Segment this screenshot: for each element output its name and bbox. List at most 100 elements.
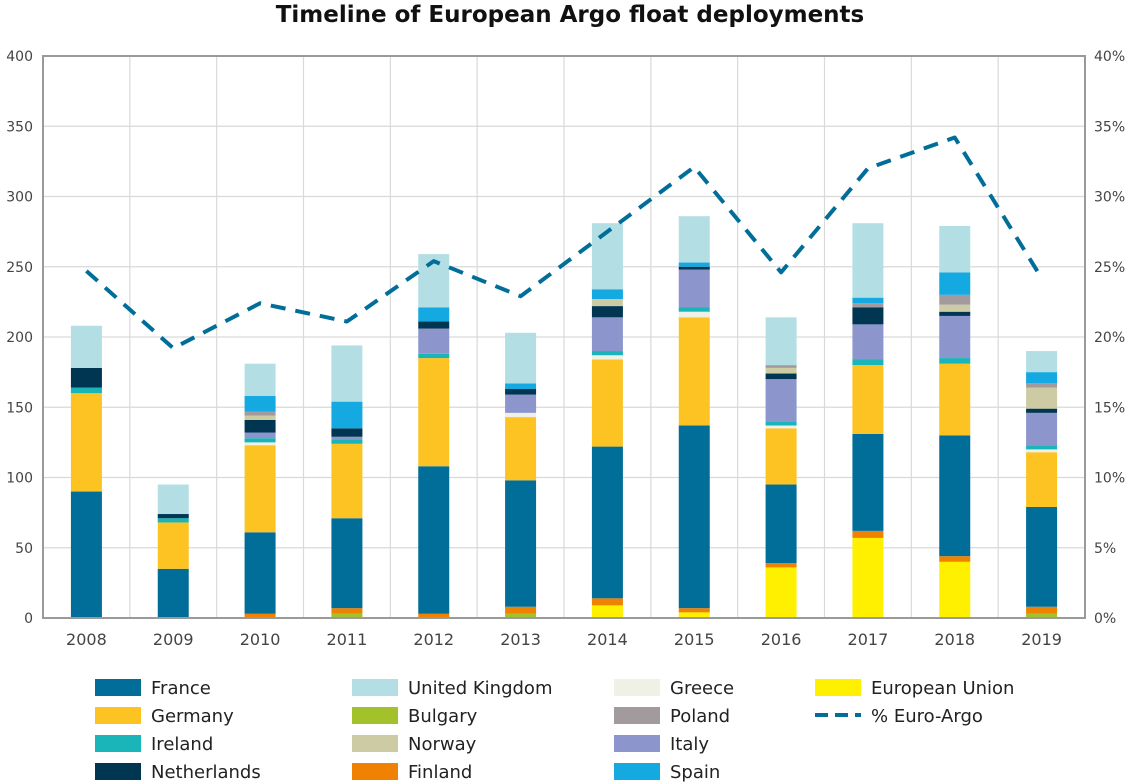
bar-germany-2015 — [678, 317, 710, 426]
bar-spain-2019 — [1026, 372, 1058, 384]
bar-ireland-2017 — [852, 359, 884, 366]
bar-netherlands-2008 — [70, 367, 102, 388]
x-tick-label: 2015 — [674, 630, 715, 649]
x-tick-label: 2019 — [1021, 630, 1062, 649]
y2-tick-label: 15% — [1094, 400, 1125, 416]
bar-united-kingdom-2015 — [678, 216, 710, 263]
y-tick-label: 400 — [6, 49, 33, 65]
x-tick-label: 2017 — [848, 630, 889, 649]
legend-swatch-bulgary — [352, 707, 398, 724]
bar-norway-2016 — [765, 367, 797, 374]
bar-european-union-2015 — [678, 612, 710, 618]
bar-spain-2010 — [244, 396, 276, 412]
bar-norway-2010 — [244, 415, 276, 420]
legend-swatch-united-kingdom — [352, 679, 398, 696]
legend-label-ireland: Ireland — [151, 734, 213, 755]
bar-france-2012 — [418, 466, 450, 614]
bar-italy-2018 — [939, 315, 971, 359]
bar-european-union-2017 — [852, 537, 884, 618]
bar-netherlands-2012 — [418, 321, 450, 329]
x-axis: 2008 2009 2010 2011 2012 2013 2014 2015 2016 2017… — [66, 630, 1062, 649]
bar-spain-2012 — [418, 307, 450, 322]
bar-ireland-2009 — [157, 518, 189, 523]
legend-label-united-kingdom: United Kingdom — [408, 678, 552, 699]
bar-spain-2017 — [852, 297, 884, 304]
bar-france-2017 — [852, 433, 884, 531]
bar-italy-2015 — [678, 269, 710, 308]
bar-finland-2019 — [1026, 606, 1058, 614]
y-axis-left: 0 50 100 150 200 250 300 350 400 — [6, 49, 33, 627]
bar-italy-2011 — [331, 436, 363, 440]
bar-ireland-2014 — [591, 351, 623, 356]
legend-swatch-france — [95, 679, 141, 696]
y2-tick-label: 40% — [1094, 49, 1125, 65]
y-tick-label: 0 — [24, 611, 33, 627]
legend: France Germany Ireland Netherlands United Ki… — [95, 678, 1014, 783]
bar-germany-2012 — [418, 358, 450, 467]
y2-tick-label: 0% — [1094, 611, 1116, 627]
bar-germany-2013 — [505, 417, 537, 481]
bar-italy-2014 — [591, 317, 623, 352]
y-tick-label: 100 — [6, 471, 33, 487]
bar-poland-2016 — [765, 365, 797, 368]
euro-argo-line — [85, 135, 1044, 351]
bar-france-2018 — [939, 435, 971, 557]
y-tick-label: 200 — [6, 330, 33, 346]
bar-united-kingdom-2010 — [244, 363, 276, 397]
bar-france-2010 — [244, 532, 276, 614]
bar-finland-2013 — [505, 606, 537, 614]
bar-italy-2013 — [505, 394, 537, 413]
legend-swatch-spain — [614, 763, 660, 780]
legend-swatch-poland — [614, 707, 660, 724]
legend-label-greece: Greece — [670, 678, 734, 699]
bar-united-kingdom-2009 — [157, 484, 189, 515]
legend-label-spain: Spain — [670, 762, 720, 783]
bar-united-kingdom-2016 — [765, 317, 797, 366]
bar-netherlands-2017 — [852, 307, 884, 325]
x-tick-label: 2013 — [500, 630, 541, 649]
x-tick-label: 2018 — [934, 630, 975, 649]
bar-united-kingdom-2017 — [852, 223, 884, 298]
plot-frame — [42, 55, 1086, 619]
legend-label-norway: Norway — [408, 734, 477, 755]
bar-france-2013 — [505, 480, 537, 607]
x-tick-label: 2009 — [153, 630, 194, 649]
legend-swatch-european-union — [815, 679, 861, 696]
legend-label-germany: Germany — [151, 706, 234, 727]
bar-germany-2014 — [591, 359, 623, 447]
legend-label-euro-argo: % Euro-Argo — [871, 706, 983, 727]
bar-norway-2018 — [939, 304, 971, 312]
x-tick-label: 2014 — [587, 630, 628, 649]
bar-poland-2019 — [1026, 383, 1058, 388]
bar-ireland-2010 — [244, 438, 276, 443]
bars — [70, 216, 1058, 618]
bar-france-2011 — [331, 518, 363, 609]
bar-france-2008 — [70, 491, 102, 618]
x-tick-label: 2010 — [240, 630, 281, 649]
bar-spain-2014 — [591, 289, 623, 300]
bar-netherlands-2015 — [678, 266, 710, 270]
bar-ireland-2016 — [765, 421, 797, 426]
bar-bulgary-2013 — [505, 613, 537, 618]
bar-germany-2016 — [765, 428, 797, 485]
bar-norway-2014 — [591, 299, 623, 307]
bar-netherlands-2011 — [331, 428, 363, 437]
bar-italy-2012 — [418, 328, 450, 354]
bar-finland-2017 — [852, 530, 884, 538]
bar-spain-2011 — [331, 401, 363, 429]
bar-ireland-2019 — [1026, 445, 1058, 450]
bar-france-2009 — [157, 568, 189, 618]
x-tick-label: 2016 — [761, 630, 802, 649]
bar-germany-2009 — [157, 522, 189, 569]
bar-poland-2010 — [244, 411, 276, 416]
bar-poland-2018 — [939, 294, 971, 305]
bar-netherlands-2009 — [157, 514, 189, 519]
bar-germany-2019 — [1026, 452, 1058, 508]
chart-title: Timeline of European Argo float deployme… — [276, 2, 865, 28]
bar-european-union-2014 — [591, 605, 623, 618]
legend-label-netherlands: Netherlands — [151, 762, 261, 783]
bar-netherlands-2018 — [939, 311, 971, 316]
bar-european-union-2018 — [939, 561, 971, 618]
bar-netherlands-2010 — [244, 419, 276, 433]
bar-italy-2019 — [1026, 412, 1058, 446]
